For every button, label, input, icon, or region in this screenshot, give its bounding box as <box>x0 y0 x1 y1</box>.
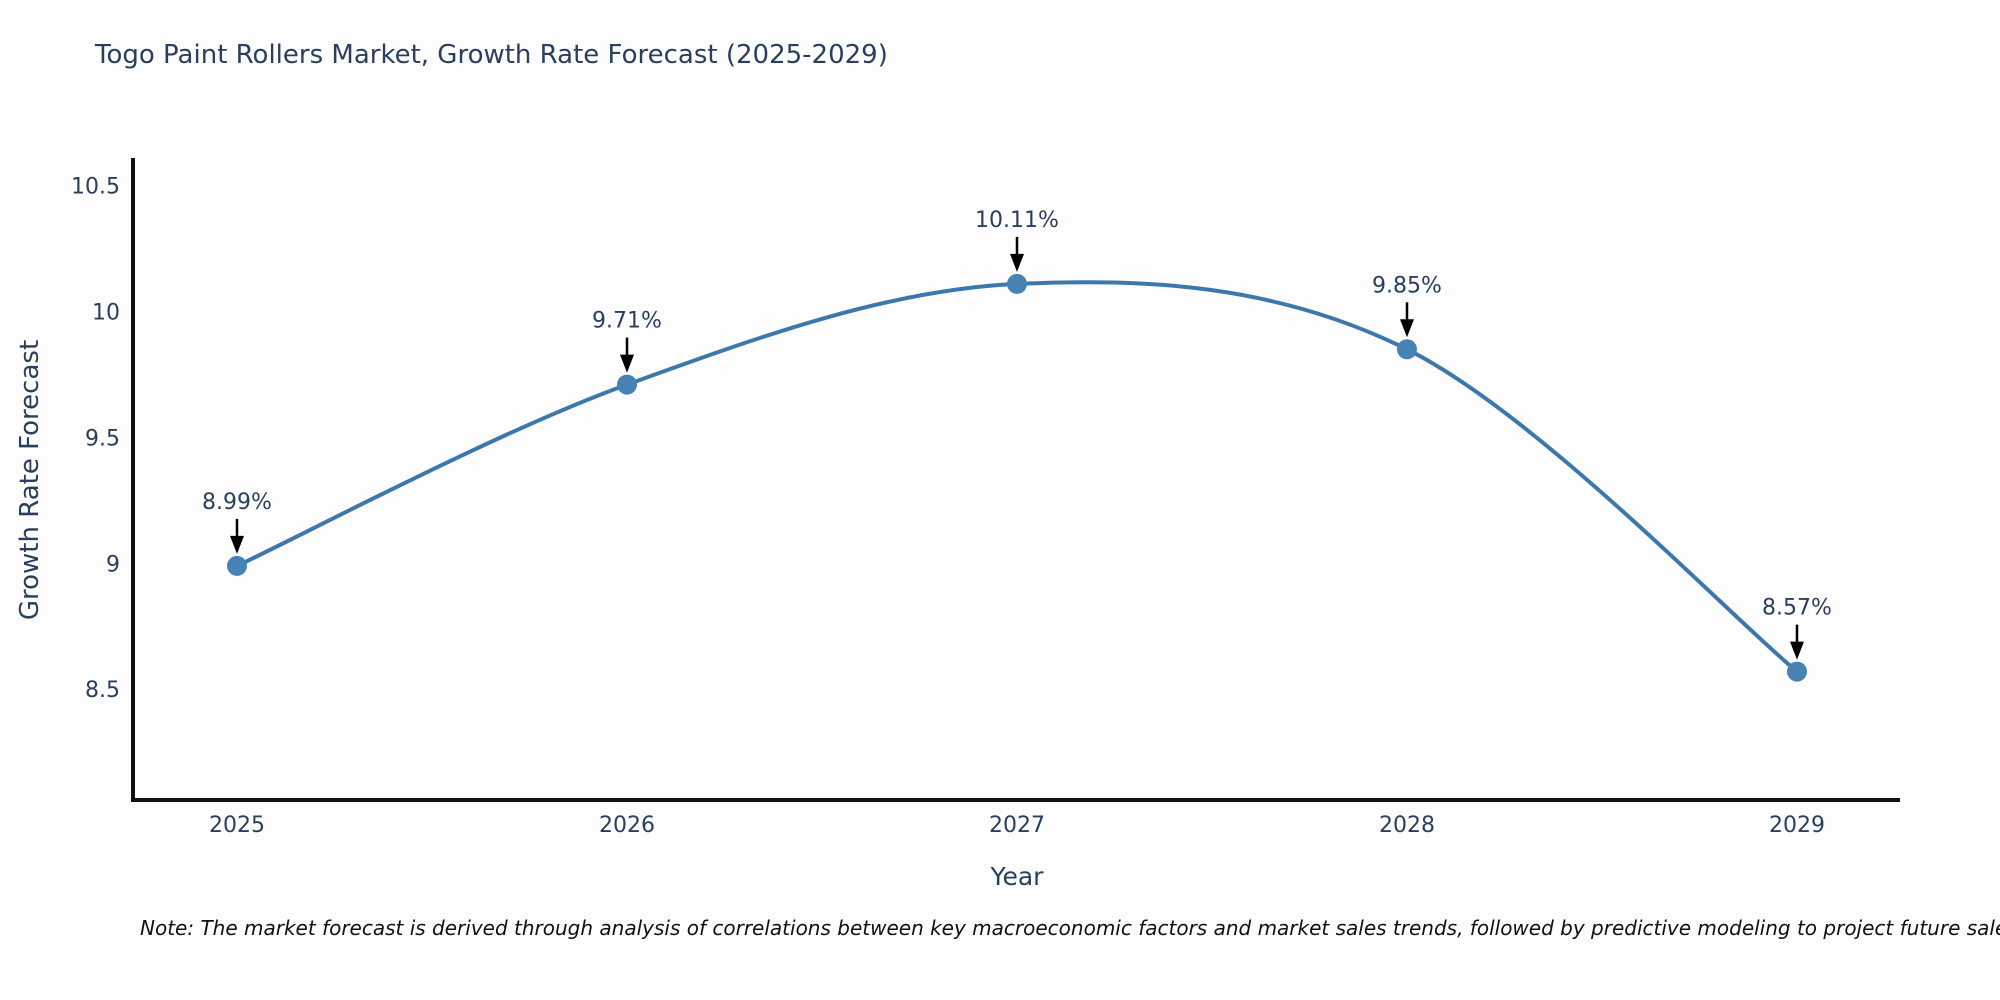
y-tick-label: 9.5 <box>85 426 120 451</box>
point-value-label: 10.11% <box>975 208 1059 233</box>
point-value-label: 9.71% <box>592 309 662 334</box>
x-tick-label: 2027 <box>989 813 1045 838</box>
annotation-arrow-head <box>1400 319 1414 338</box>
footnote: Note: The market forecast is derived thr… <box>140 916 2000 940</box>
data-point-2028 <box>1397 339 1417 360</box>
y-tick-label: 10.5 <box>71 175 120 200</box>
point-value-label: 8.99% <box>202 490 272 515</box>
data-point-2025 <box>227 555 247 576</box>
chart-title: Togo Paint Rollers Market, Growth Rate F… <box>95 40 888 70</box>
y-tick-label: 10 <box>92 301 120 326</box>
y-tick-label: 8.5 <box>85 678 120 703</box>
point-value-label: 9.85% <box>1372 273 1442 298</box>
annotation-arrow-head <box>1790 641 1804 660</box>
x-axis-title: Year <box>990 862 1044 891</box>
annotation-arrow-head <box>620 354 634 373</box>
x-tick-label: 2025 <box>209 813 265 838</box>
data-point-2026 <box>617 374 637 395</box>
annotation-arrow-head <box>1010 253 1024 272</box>
y-tick-label: 9 <box>106 552 120 577</box>
forecast-line <box>235 280 1799 674</box>
data-point-2029 <box>1787 661 1807 682</box>
annotation-arrow-head <box>230 535 244 554</box>
data-point-2027 <box>1007 273 1027 294</box>
point-value-label: 8.57% <box>1762 596 1832 621</box>
x-tick-label: 2026 <box>599 813 655 838</box>
x-tick-label: 2029 <box>1769 813 1825 838</box>
x-tick-label: 2028 <box>1379 813 1435 838</box>
